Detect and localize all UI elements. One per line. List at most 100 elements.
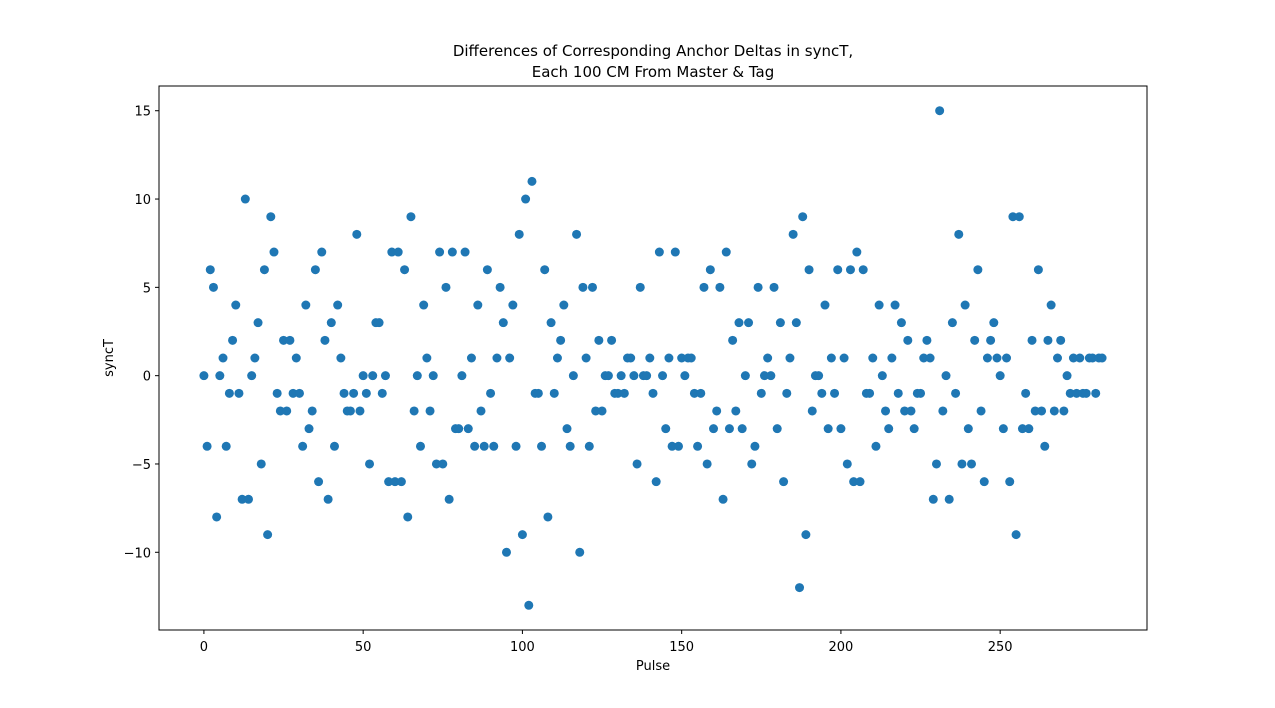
point (724, 424, 734, 434)
point (533, 388, 543, 398)
point (403, 512, 413, 522)
point (546, 318, 556, 328)
point (390, 477, 400, 487)
point (479, 441, 489, 451)
point (393, 247, 403, 257)
point (1002, 353, 1012, 363)
point (865, 388, 875, 398)
point (1049, 406, 1059, 416)
point (269, 247, 279, 257)
point (890, 300, 900, 310)
chart-title: Differences of Corresponding Anchor Delt… (453, 42, 853, 60)
point (253, 318, 263, 328)
point (893, 388, 903, 398)
point (750, 441, 760, 451)
point (247, 371, 257, 381)
point (868, 353, 878, 363)
point (380, 371, 390, 381)
point (928, 494, 938, 504)
point (473, 300, 483, 310)
point (345, 406, 355, 416)
point (218, 353, 228, 363)
point (208, 282, 218, 292)
point (728, 335, 738, 345)
point (501, 547, 511, 557)
point (906, 406, 916, 416)
point (744, 318, 754, 328)
point (256, 459, 266, 469)
point (696, 388, 706, 398)
point (731, 406, 741, 416)
point (199, 371, 209, 381)
point (715, 282, 725, 292)
point (352, 229, 362, 239)
point (613, 388, 623, 398)
point (801, 530, 811, 540)
point (1021, 388, 1031, 398)
point (680, 371, 690, 381)
point (339, 388, 349, 398)
point (881, 406, 891, 416)
point (925, 353, 935, 363)
point (874, 300, 884, 310)
x-tick-label: 100 (510, 640, 535, 655)
point (552, 353, 562, 363)
point (272, 388, 282, 398)
point (989, 318, 999, 328)
point (712, 406, 722, 416)
point (527, 176, 537, 186)
point (785, 353, 795, 363)
point (572, 229, 582, 239)
point (705, 265, 715, 275)
point (291, 353, 301, 363)
point (798, 212, 808, 222)
point (234, 388, 244, 398)
point (568, 371, 578, 381)
point (447, 247, 457, 257)
point (562, 424, 572, 434)
point (664, 353, 674, 363)
point (817, 388, 827, 398)
point (877, 371, 887, 381)
point (900, 406, 910, 416)
point (495, 282, 505, 292)
point (944, 494, 954, 504)
point (454, 424, 464, 434)
y-axis-label: syncT (102, 339, 117, 377)
point (365, 459, 375, 469)
x-tick-label: 50 (355, 640, 372, 655)
point (549, 388, 559, 398)
point (916, 388, 926, 398)
point (409, 406, 419, 416)
y-tick-label: −10 (124, 546, 151, 561)
point (1088, 353, 1098, 363)
point (301, 300, 311, 310)
point (1059, 406, 1069, 416)
plot-frame (158, 85, 1148, 631)
point (814, 371, 824, 381)
point (304, 424, 314, 434)
point (521, 194, 531, 204)
point (307, 406, 317, 416)
point (823, 424, 833, 434)
point (645, 353, 655, 363)
point (842, 459, 852, 469)
point (976, 406, 986, 416)
point (957, 459, 967, 469)
point (368, 371, 378, 381)
point (460, 247, 470, 257)
point (772, 424, 782, 434)
point (240, 194, 250, 204)
point (667, 441, 677, 451)
point (231, 300, 241, 310)
point (514, 229, 524, 239)
point (896, 318, 906, 328)
point (941, 371, 951, 381)
point (759, 371, 769, 381)
point (1068, 353, 1078, 363)
point (1053, 353, 1063, 363)
point (591, 406, 601, 416)
point (224, 388, 234, 398)
point (791, 318, 801, 328)
point (963, 424, 973, 434)
